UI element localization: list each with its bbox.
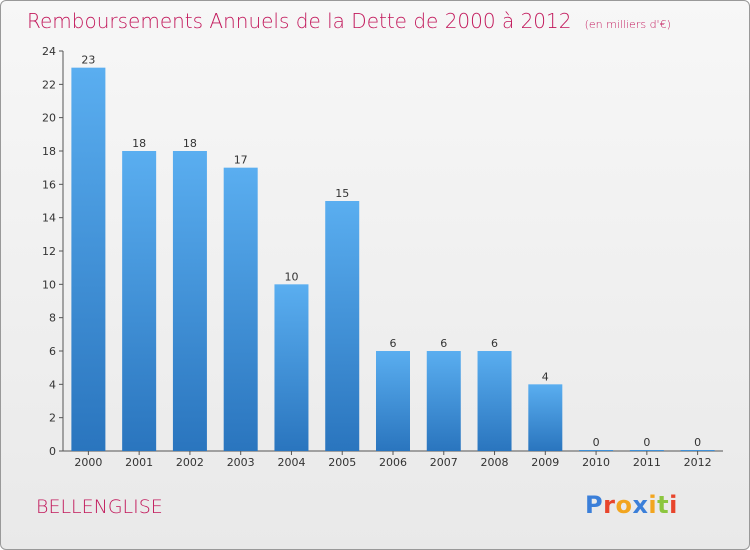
y-tick-label: 4: [49, 378, 56, 391]
bar-2004: [274, 284, 309, 451]
value-label-2009: 4: [542, 370, 549, 383]
x-tick-label-2009: 2009: [531, 456, 559, 469]
value-label-2010: 0: [593, 436, 600, 449]
value-label-2002: 18: [183, 137, 197, 150]
bar-2003: [223, 167, 258, 451]
bar-2006: [376, 351, 410, 451]
value-label-2011: 0: [643, 436, 650, 449]
value-label-2004: 10: [284, 270, 298, 283]
logo-letter: o: [615, 491, 633, 519]
value-label-2001: 18: [132, 137, 146, 150]
commune-name: BELLENGLISE: [36, 496, 163, 518]
bar-2008: [477, 351, 512, 451]
bar-2001: [122, 151, 157, 451]
value-label-2012: 0: [694, 436, 701, 449]
x-tick-label-2006: 2006: [379, 456, 407, 469]
y-tick-label: 10: [42, 278, 56, 291]
y-tick-label: 2: [49, 412, 56, 425]
x-tick-label-2007: 2007: [430, 456, 458, 469]
y-tick-label: 14: [42, 212, 56, 225]
logo-letter: x: [632, 491, 649, 519]
bar-2009: [528, 384, 563, 451]
bar-2012: [680, 450, 715, 451]
logo-letter: i: [669, 491, 678, 519]
y-tick-label: 24: [42, 45, 56, 58]
value-label-2006: 6: [390, 337, 397, 350]
y-tick-label: 12: [42, 245, 56, 258]
x-tick-label-2004: 2004: [277, 456, 305, 469]
bar-2005: [325, 201, 360, 451]
y-tick-label: 8: [49, 312, 56, 325]
x-tick-label-2011: 2011: [633, 456, 661, 469]
logo-letter: r: [603, 491, 616, 519]
chart-title-unit: (en milliers d'€): [584, 18, 671, 31]
value-label-2005: 15: [335, 187, 349, 200]
proxiti-logo: Proxiti: [585, 491, 678, 519]
x-tick-label-2001: 2001: [125, 456, 153, 469]
bar-2007: [426, 351, 461, 451]
y-tick-label: 16: [42, 178, 56, 191]
logo-letter: t: [657, 491, 670, 519]
x-tick-label-2008: 2008: [481, 456, 509, 469]
y-tick-label: 20: [42, 112, 56, 125]
x-tick-label-2012: 2012: [684, 456, 712, 469]
y-tick-label: 22: [42, 78, 56, 91]
x-tick-label-2000: 2000: [74, 456, 102, 469]
value-label-2000: 23: [81, 54, 95, 67]
x-tick-label-2005: 2005: [328, 456, 356, 469]
x-tick-label-2010: 2010: [582, 456, 610, 469]
value-label-2008: 6: [491, 337, 498, 350]
bar-2010: [579, 450, 614, 451]
chart-title-main: Remboursements Annuels de la Dette de 20…: [27, 9, 572, 33]
bar-2002: [172, 151, 207, 451]
bar-2011: [629, 450, 664, 451]
x-tick-label-2003: 2003: [227, 456, 255, 469]
y-tick-label: 0: [49, 445, 56, 458]
x-tick-label-2002: 2002: [176, 456, 204, 469]
value-label-2003: 17: [234, 154, 248, 167]
bar-2000: [71, 67, 106, 452]
logo-letter: i: [648, 491, 658, 519]
chart-title: Remboursements Annuels de la Dette de 20…: [27, 9, 671, 33]
logo-letter: P: [585, 491, 604, 519]
value-label-2007: 6: [440, 337, 447, 350]
y-tick-label: 6: [49, 345, 56, 358]
y-tick-label: 18: [42, 145, 56, 158]
